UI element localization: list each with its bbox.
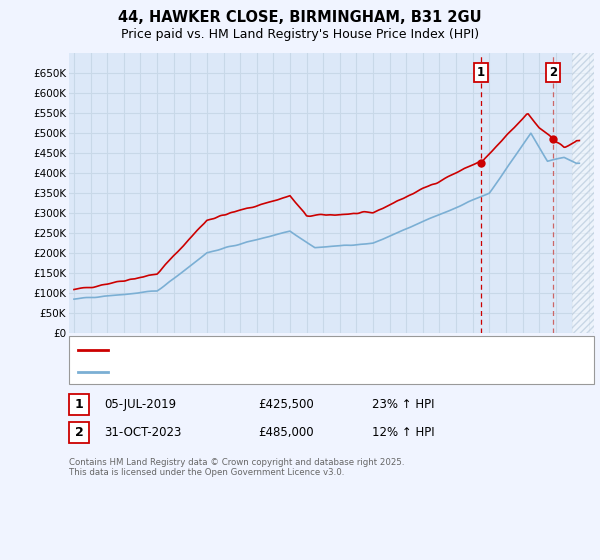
Text: 1: 1 bbox=[477, 66, 485, 80]
Text: 12% ↑ HPI: 12% ↑ HPI bbox=[372, 426, 434, 439]
Text: 2: 2 bbox=[74, 426, 83, 439]
Text: Price paid vs. HM Land Registry's House Price Index (HPI): Price paid vs. HM Land Registry's House … bbox=[121, 28, 479, 41]
Text: 05-JUL-2019: 05-JUL-2019 bbox=[104, 398, 176, 411]
Text: 2: 2 bbox=[549, 66, 557, 80]
Text: Contains HM Land Registry data © Crown copyright and database right 2025.
This d: Contains HM Land Registry data © Crown c… bbox=[69, 458, 404, 477]
Text: 1: 1 bbox=[74, 398, 83, 411]
Text: £425,500: £425,500 bbox=[258, 398, 314, 411]
Text: 44, HAWKER CLOSE, BIRMINGHAM, B31 2GU (detached house): 44, HAWKER CLOSE, BIRMINGHAM, B31 2GU (d… bbox=[115, 346, 440, 355]
Text: 23% ↑ HPI: 23% ↑ HPI bbox=[372, 398, 434, 411]
Text: £485,000: £485,000 bbox=[258, 426, 314, 439]
Text: 31-OCT-2023: 31-OCT-2023 bbox=[104, 426, 181, 439]
Text: HPI: Average price, detached house, Birmingham: HPI: Average price, detached house, Birm… bbox=[115, 367, 372, 377]
Text: 44, HAWKER CLOSE, BIRMINGHAM, B31 2GU: 44, HAWKER CLOSE, BIRMINGHAM, B31 2GU bbox=[118, 10, 482, 25]
